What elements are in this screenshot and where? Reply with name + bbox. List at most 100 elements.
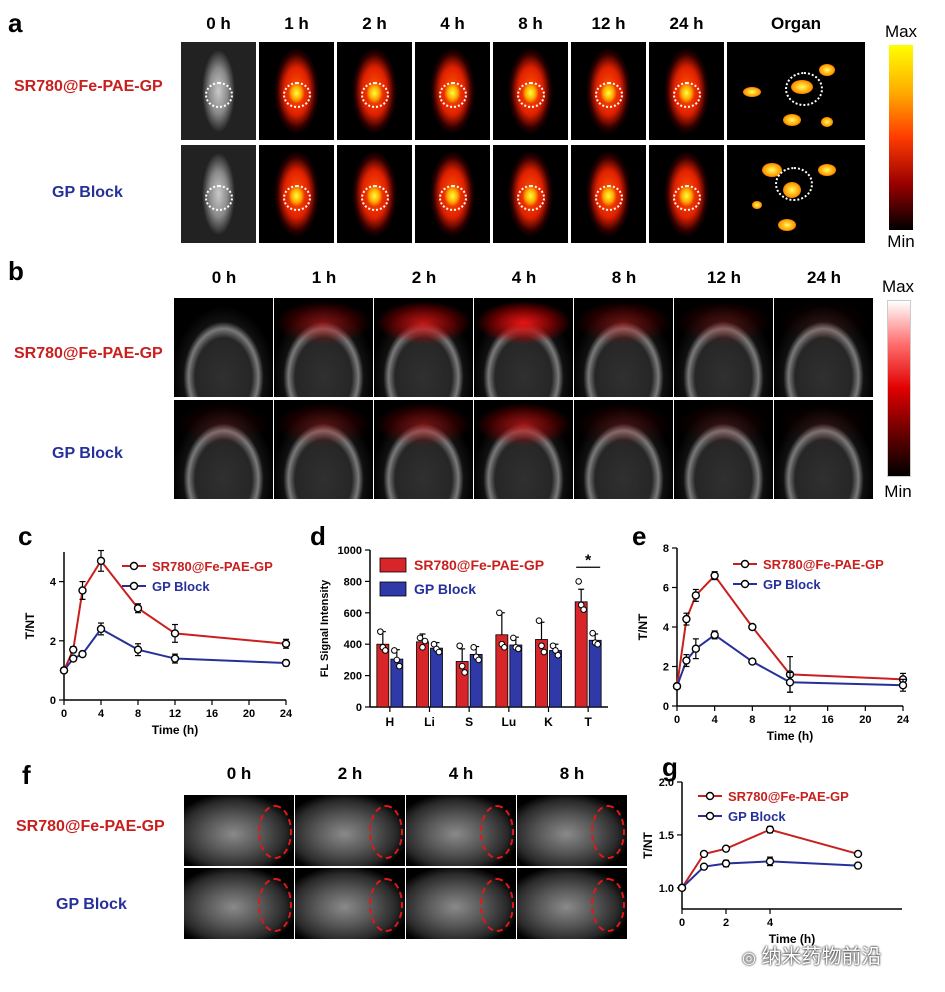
organ-blob <box>762 163 782 177</box>
data-point <box>699 862 709 871</box>
tumor-roi-circle <box>439 185 467 211</box>
data-point <box>765 825 775 834</box>
data-point <box>419 644 426 651</box>
panel-b-photoacoustic-image <box>774 400 873 499</box>
panel-f-mri-image <box>406 795 516 866</box>
legend-swatch <box>379 581 407 597</box>
tumor-roi-outline <box>480 878 514 932</box>
data-point <box>458 662 466 670</box>
panel-a-fluorescence-image <box>415 42 490 140</box>
panel-a-organ-header: Organ <box>770 14 822 33</box>
panel-f-mri-image <box>517 795 627 866</box>
data-point <box>475 656 482 664</box>
data-point <box>677 883 687 893</box>
panel-b-time-header: 8 h <box>611 268 637 287</box>
x-tick-label: 24 <box>897 714 910 726</box>
data-point <box>281 658 291 668</box>
x-tick-label: 2 <box>723 917 729 929</box>
legend-label: GP Block <box>763 577 821 592</box>
x-tick-label: S <box>465 715 473 729</box>
watermark: ◎ 纳米药物前沿 <box>742 940 882 969</box>
data-point <box>416 634 424 642</box>
tumor-roi-outline <box>369 805 403 859</box>
data-point <box>710 571 719 580</box>
tumor-roi-circle <box>517 82 545 108</box>
panel-f-time-header: 8 h <box>559 764 585 783</box>
organ-blob <box>778 219 796 231</box>
bar <box>574 601 588 708</box>
x-tick-label: 24 <box>280 708 293 720</box>
tumor-roi-circle <box>785 72 823 106</box>
panel-e-label: e <box>632 521 647 551</box>
legend-marker <box>740 579 750 589</box>
panel-a-time-header: 12 h <box>591 14 626 33</box>
chart-g: 1.0 1.5 2.0 0 2 4 Time (h) T/NT SR780@Fe-PAE-GP G… <box>641 777 902 946</box>
y-tick-label: 400 <box>344 639 362 651</box>
legend-label: SR780@Fe-PAE-GP <box>763 557 884 572</box>
panel-b-photoacoustic-image <box>274 298 373 397</box>
data-point <box>377 628 384 635</box>
legend-marker <box>705 791 715 801</box>
panel-a-fluorescence-image <box>649 145 724 243</box>
panel-g-label: g <box>662 752 678 782</box>
data-point <box>853 861 863 870</box>
data-point <box>721 844 731 853</box>
legend-label: SR780@Fe-PAE-GP <box>152 559 273 574</box>
legend-label: SR780@Fe-PAE-GP <box>414 557 544 573</box>
data-point <box>421 637 429 645</box>
panel-b-photoacoustic-image <box>474 400 573 499</box>
y-axis-label: FL Signal Intensity <box>319 579 331 677</box>
panel-b-photoacoustic-image <box>474 298 573 397</box>
panel-a-fluorescence-image <box>571 145 646 243</box>
data-point <box>59 666 69 675</box>
bar <box>430 647 443 708</box>
panel-b-photoacoustic-image <box>374 400 473 499</box>
data-point <box>682 614 691 624</box>
x-tick-label: 8 <box>749 714 755 726</box>
panel-b-time-header: 24 h <box>806 268 842 287</box>
data-point <box>682 656 691 665</box>
data-point <box>69 645 78 654</box>
data-point <box>501 644 508 651</box>
x-tick-label: 4 <box>767 917 774 929</box>
panel-a-scale-min: Min <box>887 232 915 251</box>
tumor-roi-outline <box>480 805 514 859</box>
tumor-roi-circle <box>595 82 623 108</box>
data-point <box>133 645 143 654</box>
x-tick-label: 0 <box>674 714 680 726</box>
y-tick-label: 600 <box>344 608 362 620</box>
panel-a-fluorescence-image <box>259 42 334 140</box>
data-point <box>594 640 601 648</box>
y-tick-label: 6 <box>663 583 669 595</box>
panel-f-time-header: 0 h <box>226 764 252 783</box>
data-point <box>691 591 701 600</box>
data-point <box>393 656 401 664</box>
legend-marker <box>129 561 139 571</box>
bar <box>588 639 602 708</box>
x-tick-label: 4 <box>98 708 105 720</box>
data-point <box>580 606 587 613</box>
panel-b-time-header: 4 h <box>511 268 537 287</box>
x-tick-label: 0 <box>679 917 685 929</box>
y-tick-label: 1.0 <box>659 883 674 895</box>
data-point <box>748 622 757 632</box>
data-point <box>456 642 463 650</box>
data-point <box>538 642 545 650</box>
panel-b-row1-label: SR780@Fe-PAE-GP <box>14 345 163 362</box>
panel-a-fluorescence-image <box>415 145 490 243</box>
tumor-roi-outline <box>591 805 625 859</box>
legend-label: GP Block <box>728 809 786 824</box>
panel-b-photoacoustic-image <box>674 298 773 397</box>
y-tick-label: 4 <box>50 577 57 589</box>
data-point <box>496 609 503 617</box>
data-point <box>78 586 87 595</box>
tumor-roi-outline <box>591 878 625 932</box>
panel-c-label: c <box>18 521 33 551</box>
panel-a-scale-max: Max <box>884 22 918 41</box>
data-point <box>515 645 522 653</box>
data-point <box>575 578 582 585</box>
panel-b-colorbar <box>887 300 911 477</box>
x-tick-label: Lu <box>501 715 516 729</box>
panel-a-organ-image <box>727 42 865 140</box>
